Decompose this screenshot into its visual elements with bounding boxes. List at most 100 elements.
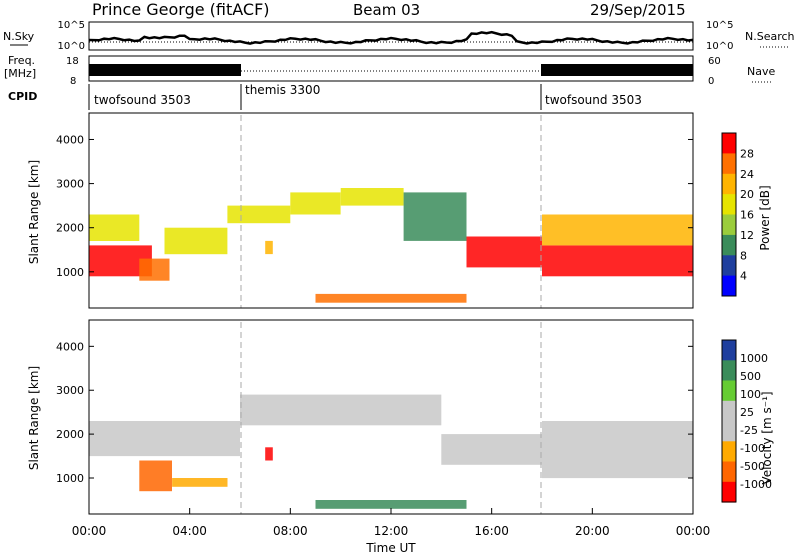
colorbar-tick-label: 12 bbox=[740, 229, 754, 242]
echo-band bbox=[89, 421, 240, 457]
x-tick-label: 08:00 bbox=[273, 524, 308, 538]
power-ylabel: Slant Range [km] bbox=[27, 160, 41, 264]
colorbar-swatch bbox=[722, 481, 736, 503]
nave-label: Nave bbox=[747, 65, 775, 78]
echo-band bbox=[164, 227, 228, 255]
freq-tick-bottom: 8 bbox=[70, 76, 76, 87]
nsky-label: N.Sky bbox=[3, 30, 35, 43]
freq-block-2 bbox=[541, 64, 693, 76]
colorbar-tick-label: 8 bbox=[740, 249, 747, 262]
velocity-colorbar-label: Velocity [m s⁻¹] bbox=[760, 391, 774, 484]
velocity-echo-marks bbox=[89, 394, 693, 509]
y-tick-label: 4000 bbox=[56, 340, 84, 353]
colorbar-swatch bbox=[722, 153, 736, 175]
nsky-tick-bottom: 10^0 bbox=[58, 41, 85, 52]
x-tick-label: 00:00 bbox=[72, 524, 107, 538]
echo-band bbox=[227, 205, 291, 224]
colorbar-swatch bbox=[722, 340, 736, 361]
nsearch-label: N.Search bbox=[745, 30, 795, 43]
echo-band bbox=[340, 188, 404, 206]
colorbar-tick-label: 500 bbox=[740, 370, 761, 383]
colorbar-frame bbox=[721, 339, 737, 503]
y-tick-label: 4000 bbox=[56, 133, 84, 146]
colorbar-swatch bbox=[722, 133, 736, 154]
echo-band bbox=[265, 447, 273, 461]
nsearch-tick-bottom: 10^0 bbox=[706, 41, 733, 52]
echo-band bbox=[542, 245, 693, 277]
colorbar-tick-label: 25 bbox=[740, 406, 754, 419]
echo-band bbox=[265, 240, 273, 255]
y-tick-label: 1000 bbox=[56, 266, 84, 279]
echo-band bbox=[139, 258, 170, 281]
nsearch-tick-top: 10^5 bbox=[706, 20, 733, 31]
beam-title: Beam 03 bbox=[353, 1, 420, 19]
cpid-strip: CPID twofsound 3503 themis 3300 twofsoun… bbox=[8, 83, 642, 110]
colorbar-swatch bbox=[722, 255, 736, 277]
colorbar-tick-label: 16 bbox=[740, 209, 754, 222]
colorbar-swatch bbox=[722, 360, 736, 382]
noise-strip: N.Sky 10^5 10^0 N.Search 10^5 10^0 bbox=[3, 20, 795, 52]
nsky-series bbox=[88, 30, 694, 45]
x-tick-label: 12:00 bbox=[374, 524, 409, 538]
colorbar-tick-label: -25 bbox=[740, 424, 758, 437]
colorbar-tick-label: 1000 bbox=[740, 352, 768, 365]
power-panel: 1000 2000 3000 4000 Slant Range [km] 28 24 20… bbox=[27, 112, 772, 309]
echo-band bbox=[466, 236, 542, 268]
nsky-tick-top: 10^5 bbox=[58, 20, 85, 31]
power-y-axis: 1000 2000 3000 4000 bbox=[56, 133, 693, 279]
noise-strip-frame bbox=[88, 21, 694, 51]
velocity-colorbar: 1000 500 100 25 -25 -100 -500 -1000 bbox=[721, 339, 772, 503]
colorbar-tick-label: -100 bbox=[740, 442, 765, 455]
colorbar-swatch bbox=[722, 214, 736, 236]
colorbar-swatch bbox=[722, 441, 736, 463]
cpid-mode-2: themis 3300 bbox=[245, 83, 320, 97]
colorbar-swatch bbox=[722, 400, 736, 422]
echo-band bbox=[172, 478, 228, 487]
echo-band bbox=[315, 500, 467, 509]
cpid-label: CPID bbox=[8, 90, 37, 103]
x-tick-label: 16:00 bbox=[474, 524, 509, 538]
echo-band bbox=[89, 214, 140, 241]
freq-label: Freq. bbox=[8, 54, 35, 67]
colorbar-tick-label: -500 bbox=[740, 460, 765, 473]
colorbar-frame bbox=[721, 132, 737, 297]
colorbar-tick-label: 28 bbox=[740, 147, 754, 160]
nave-tick-top: 60 bbox=[708, 56, 721, 67]
colorbar-tick-label: 24 bbox=[740, 168, 754, 181]
echo-band bbox=[240, 394, 442, 426]
date-title: 29/Sep/2015 bbox=[590, 1, 686, 19]
colorbar-swatch bbox=[722, 275, 736, 297]
colorbar-swatch bbox=[722, 421, 736, 442]
colorbar-tick-label: -1000 bbox=[740, 478, 772, 491]
y-tick-label: 2000 bbox=[56, 428, 84, 441]
freq-strip: Freq. [MHz] 18 8 60 0 Nave bbox=[4, 54, 775, 87]
x-tick-label: 04:00 bbox=[172, 524, 207, 538]
colorbar-swatch bbox=[722, 380, 736, 402]
colorbar-tick-label: 100 bbox=[740, 388, 761, 401]
freq-unit: [MHz] bbox=[4, 67, 36, 80]
echo-band bbox=[542, 421, 693, 479]
echo-band bbox=[315, 293, 467, 303]
time-x-axis: 00:00 04:00 08:00 12:00 16:00 20:00 00:00 bbox=[72, 508, 710, 538]
colorbar-swatch bbox=[722, 173, 736, 195]
colorbar-tick-label: 4 bbox=[740, 270, 747, 283]
echo-band bbox=[542, 214, 693, 246]
y-tick-label: 3000 bbox=[56, 384, 84, 397]
freq-block-1 bbox=[89, 64, 241, 76]
y-tick-label: 3000 bbox=[56, 178, 84, 191]
colorbar-swatch bbox=[722, 461, 736, 483]
velocity-y-axis: 1000 2000 3000 4000 bbox=[56, 340, 693, 485]
freq-tick-top: 18 bbox=[66, 56, 79, 67]
time-xlabel: Time UT bbox=[365, 541, 416, 554]
nave-tick-bottom: 0 bbox=[708, 76, 714, 87]
power-frame bbox=[88, 112, 694, 309]
colorbar-tick-label: 20 bbox=[740, 188, 754, 201]
velocity-ylabel: Slant Range [km] bbox=[27, 366, 41, 470]
power-colorbar-label: Power [dB] bbox=[758, 185, 772, 250]
velocity-panel: 1000 2000 3000 4000 Slant Range [km] 00:00 0… bbox=[27, 319, 774, 554]
echo-band bbox=[403, 192, 467, 241]
colorbar-swatch bbox=[722, 194, 736, 215]
y-tick-label: 1000 bbox=[56, 472, 84, 485]
power-colorbar: 28 24 20 16 12 8 4 bbox=[721, 132, 754, 297]
